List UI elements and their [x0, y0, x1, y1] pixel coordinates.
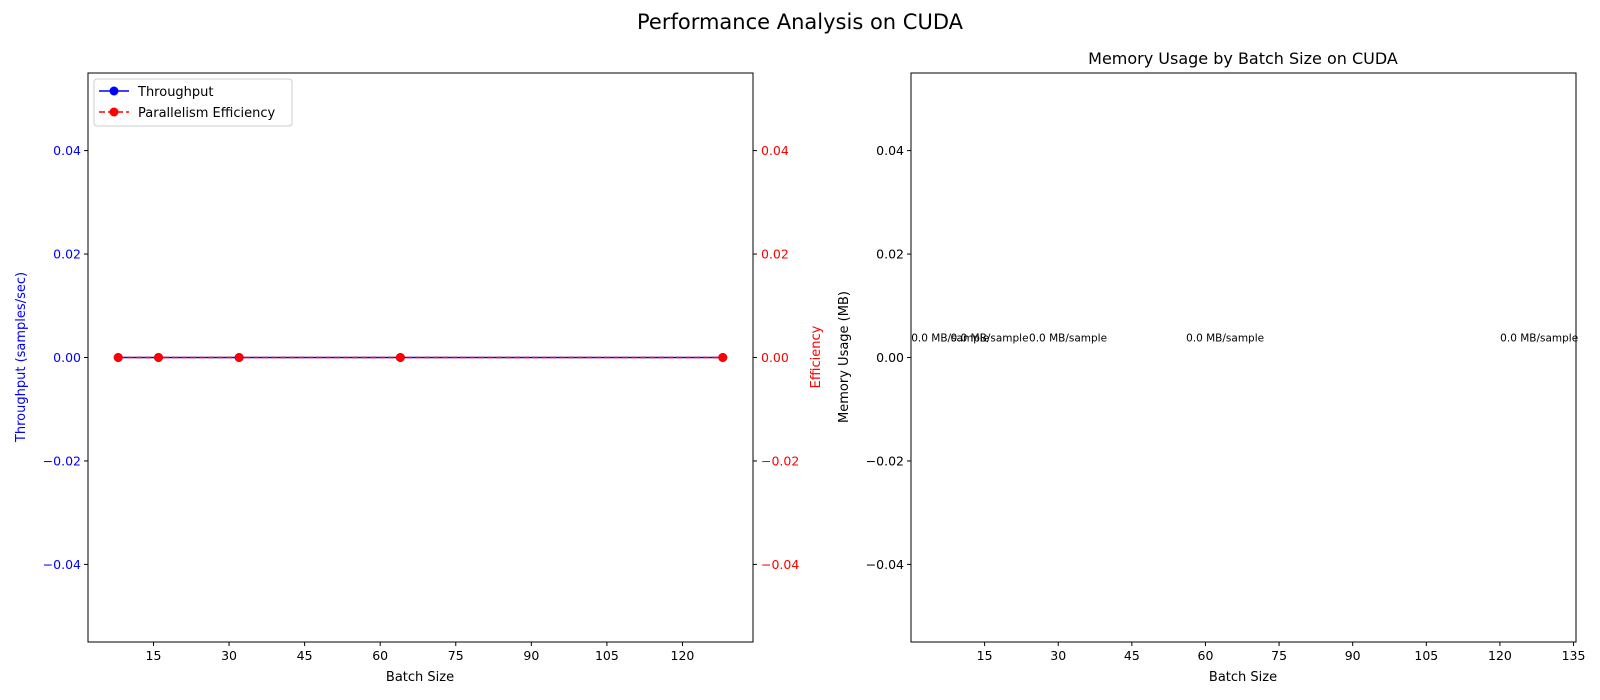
memory-annotation: 0.0 MB/sample: [911, 333, 989, 345]
right-y-tick-label: 0.02: [761, 247, 789, 262]
right-y-axis-ticks: −0.04 −0.02 0.00 0.02 0.04: [866, 143, 911, 572]
parallelism-efficiency-point: [395, 353, 405, 362]
y-tick-label: 0.02: [53, 247, 81, 262]
parallelism-efficiency-point: [154, 353, 164, 362]
legend-efficiency-marker: [109, 107, 119, 117]
left-x-axis-label: Batch Size: [386, 670, 454, 685]
right-y-tick-label: −0.04: [761, 557, 799, 572]
y-tick-label: 0.00: [53, 350, 81, 365]
x-tick-label: 90: [1345, 648, 1361, 663]
right-x-axis-label: Batch Size: [1209, 670, 1277, 685]
left-series-markers: [113, 353, 728, 362]
legend-throughput-marker: [109, 86, 119, 96]
figure-title: Performance Analysis on CUDA: [637, 10, 964, 34]
x-tick-label: 30: [1050, 648, 1066, 663]
x-tick-label: 120: [1488, 648, 1512, 663]
parallelism-efficiency-point: [113, 353, 123, 362]
x-tick-label: 105: [1414, 648, 1438, 663]
right-y-tick-label: 0.00: [761, 350, 789, 365]
x-tick-label: 120: [671, 648, 695, 663]
y-tick-label: −0.04: [43, 557, 81, 572]
memory-usage-chart: Memory Usage by Batch Size on CUDA 15 30 4…: [837, 49, 1585, 685]
y-tick-label: 0.00: [876, 350, 904, 365]
x-tick-label: 105: [595, 648, 619, 663]
memory-annotation: 0.0 MB/sample: [1186, 333, 1264, 345]
x-tick-label: 75: [448, 648, 464, 663]
y-tick-label: 0.04: [53, 143, 81, 158]
legend-efficiency-label: Parallelism Efficiency: [138, 106, 275, 121]
right-x-axis-ticks: 15 30 45 60 75 90 105 120 135: [977, 642, 1586, 663]
left-x-axis-ticks: 15 30 45 60 75 90 105 120: [146, 642, 695, 663]
y-tick-label: −0.02: [43, 453, 81, 468]
parallelism-efficiency-point: [718, 353, 728, 362]
x-tick-label: 60: [1198, 648, 1214, 663]
x-tick-label: 15: [977, 648, 993, 663]
left-right-y-axis-ticks: −0.04 −0.02 0.00 0.02 0.04: [753, 143, 799, 572]
parallelism-efficiency-point: [234, 353, 244, 362]
y-tick-label: 0.04: [876, 143, 904, 158]
y-tick-label: −0.02: [866, 453, 904, 468]
y-tick-label: 0.02: [876, 247, 904, 262]
right-y-axis-label: Efficiency: [809, 325, 824, 388]
memory-annotation: 0.0 MB/sample: [1500, 333, 1578, 345]
left-y-axis-label: Throughput (samples/sec): [14, 272, 29, 443]
throughput-efficiency-chart: 15 30 45 60 75 90 105 120 −0.04 −0.02 0.00 0.02 0.0…: [14, 72, 824, 685]
right-y-tick-label: −0.02: [761, 453, 799, 468]
legend-throughput-label: Throughput: [137, 85, 214, 100]
right-y-tick-label: 0.04: [761, 143, 789, 158]
x-tick-label: 75: [1271, 648, 1287, 663]
x-tick-label: 90: [523, 648, 539, 663]
memory-annotation: 0.0 MB/sample: [951, 333, 1029, 345]
right-chart-title: Memory Usage by Batch Size on CUDA: [1088, 49, 1398, 68]
legend-box: [93, 78, 293, 127]
y-tick-label: −0.04: [866, 557, 904, 572]
memory-annotation: 0.0 MB/sample: [1029, 333, 1107, 345]
memory-y-axis-label: Memory Usage (MB): [837, 291, 852, 423]
x-tick-label: 60: [372, 648, 388, 663]
left-y-axis-ticks: −0.04 −0.02 0.00 0.02 0.04: [43, 143, 88, 572]
legend: Throughput Parallelism Efficiency: [93, 78, 293, 127]
x-tick-label: 45: [297, 648, 313, 663]
x-tick-label: 135: [1562, 648, 1586, 663]
x-tick-label: 30: [221, 648, 237, 663]
x-tick-label: 15: [146, 648, 162, 663]
x-tick-label: 45: [1124, 648, 1140, 663]
